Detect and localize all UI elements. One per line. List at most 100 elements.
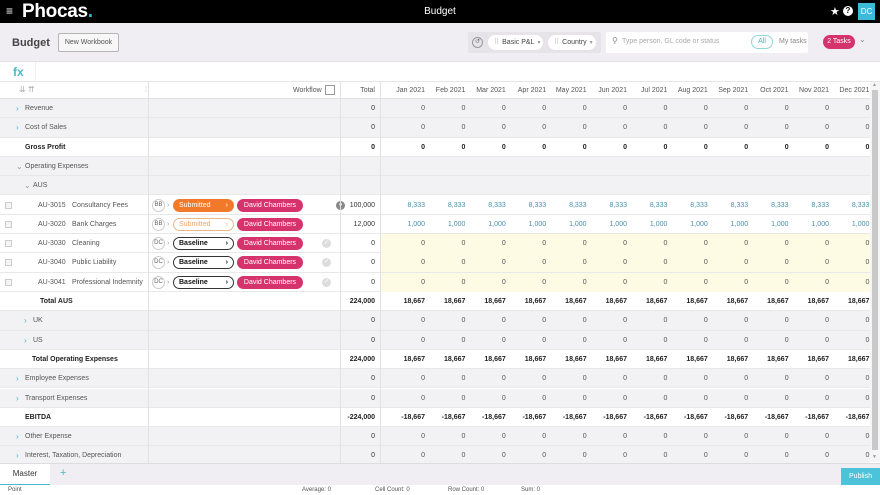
- month-cell[interactable]: 0: [825, 124, 829, 132]
- month-cell[interactable]: 8,333: [649, 201, 668, 209]
- month-cell[interactable]: 18,667: [686, 355, 708, 363]
- owner-pill[interactable]: David Chambers: [237, 198, 303, 212]
- check-circle-icon[interactable]: ✓: [322, 258, 331, 268]
- month-cell[interactable]: 18,667: [605, 298, 627, 305]
- month-cell[interactable]: 0: [784, 336, 789, 344]
- month-cell[interactable]: 0: [865, 240, 870, 248]
- month-cell[interactable]: 0: [501, 375, 506, 383]
- month-cell[interactable]: 0: [461, 105, 466, 112]
- month-cell[interactable]: 0: [582, 433, 587, 441]
- month-cell[interactable]: 0: [865, 105, 870, 112]
- month-cell[interactable]: 0: [623, 317, 627, 325]
- row-total[interactable]: 0: [371, 452, 375, 460]
- month-cell[interactable]: 1,000: [488, 220, 506, 228]
- month-cell[interactable]: 0: [825, 336, 829, 344]
- month-cell[interactable]: 18,667: [847, 298, 870, 305]
- month-cell[interactable]: 0: [501, 143, 506, 151]
- month-cell[interactable]: 0: [582, 105, 587, 112]
- month-cell[interactable]: 0: [784, 124, 789, 132]
- month-cell[interactable]: 0: [744, 452, 749, 460]
- table-row[interactable]: › Employee Expenses 0 0 0 0 0 0 0 0 0 0 0 0 0: [0, 369, 870, 389]
- month-cell[interactable]: 8,333: [851, 201, 870, 209]
- month-cell[interactable]: 18,667: [403, 298, 425, 305]
- month-cell[interactable]: 0: [784, 240, 789, 248]
- task-search[interactable]: ⚲ Type person, GL code or status All My …: [606, 32, 808, 53]
- month-cell[interactable]: 18,667: [767, 298, 789, 305]
- month-cell[interactable]: -18,667: [401, 413, 425, 421]
- month-cell[interactable]: 0: [744, 336, 749, 344]
- month-cell[interactable]: 18,667: [726, 298, 749, 305]
- month-cell[interactable]: 0: [542, 452, 547, 460]
- month-cell[interactable]: 0: [582, 259, 587, 267]
- month-cell[interactable]: 8,333: [730, 201, 749, 209]
- month-cell[interactable]: 0: [744, 375, 749, 383]
- month-cell[interactable]: 0: [421, 105, 425, 112]
- month-cell[interactable]: -18,667: [845, 413, 870, 421]
- month-cell[interactable]: 0: [744, 394, 749, 402]
- check-circle-icon[interactable]: ✓: [322, 277, 331, 287]
- month-cell[interactable]: 0: [744, 143, 749, 151]
- month-cell[interactable]: 0: [582, 375, 587, 383]
- month-cell[interactable]: 0: [542, 375, 547, 383]
- month-cell[interactable]: 0: [703, 375, 708, 383]
- tab-master[interactable]: Master: [0, 464, 50, 486]
- month-cell[interactable]: 0: [421, 124, 425, 132]
- month-cell[interactable]: 0: [865, 375, 870, 383]
- month-cell[interactable]: 0: [623, 336, 627, 344]
- month-cell[interactable]: -18,667: [522, 413, 547, 421]
- month-cell[interactable]: 0: [421, 278, 425, 286]
- month-cell[interactable]: 0: [623, 278, 627, 286]
- all-toggle[interactable]: All: [751, 35, 773, 49]
- month-cell[interactable]: 18,667: [524, 298, 547, 305]
- month-cell[interactable]: 0: [623, 105, 627, 112]
- month-cell[interactable]: 0: [421, 317, 425, 325]
- month-cell[interactable]: 18,667: [484, 355, 506, 363]
- month-cell[interactable]: 18,667: [565, 355, 587, 363]
- chevron-right-icon[interactable]: ›: [16, 123, 19, 133]
- owner-pill[interactable]: David Chambers: [237, 237, 303, 251]
- phocas-logo[interactable]: Phocas.: [22, 1, 93, 23]
- row-total[interactable]: 100,000: [349, 201, 375, 209]
- row-total[interactable]: 0: [371, 259, 375, 267]
- month-cell[interactable]: 0: [501, 433, 506, 441]
- month-cell[interactable]: 0: [421, 394, 425, 402]
- month-cell[interactable]: 18,667: [807, 298, 829, 305]
- table-row[interactable]: AU-3030 Cleaning DC › Baseline › David Chamber…: [0, 234, 870, 254]
- row-total[interactable]: 0: [371, 278, 375, 286]
- month-cell[interactable]: 0: [421, 433, 425, 441]
- table-row[interactable]: › UK 0 0 0 0 0 0 0 0 0 0 0 0 0: [0, 311, 870, 331]
- month-cell[interactable]: 0: [784, 259, 789, 267]
- row-checkbox[interactable]: [5, 220, 12, 228]
- month-cell[interactable]: 8,333: [407, 201, 425, 209]
- month-cell[interactable]: 0: [461, 240, 466, 248]
- month-cell[interactable]: 0: [703, 143, 708, 151]
- chevron-right-icon[interactable]: ›: [24, 316, 27, 326]
- month-cell[interactable]: 0: [623, 375, 627, 383]
- month-cell[interactable]: 0: [703, 124, 708, 132]
- month-cell[interactable]: 0: [663, 452, 668, 460]
- month-cell[interactable]: 0: [825, 240, 829, 248]
- month-cell[interactable]: 0: [421, 240, 425, 248]
- new-workbook-button[interactable]: New Workbook: [58, 33, 119, 52]
- month-cell[interactable]: 0: [461, 452, 466, 460]
- month-cell[interactable]: 0: [825, 278, 829, 286]
- table-row[interactable]: › Revenue 0 0 0 0 0 0 0 0 0 0 0 0 0: [0, 99, 870, 119]
- month-cell[interactable]: 8,333: [528, 201, 547, 209]
- month-cell[interactable]: 0: [663, 105, 668, 112]
- row-total[interactable]: 0: [371, 433, 375, 441]
- row-total[interactable]: 12,000: [353, 220, 375, 228]
- month-cell[interactable]: 18,667: [686, 298, 708, 305]
- month-cell[interactable]: 0: [501, 317, 506, 325]
- month-cell[interactable]: 0: [421, 336, 425, 344]
- month-cell[interactable]: 0: [865, 394, 870, 402]
- table-row[interactable]: AU-3015 Consultancy Fees BB › Submitted › Davi…: [0, 195, 870, 215]
- month-cell[interactable]: 0: [623, 394, 627, 402]
- month-cell[interactable]: 0: [461, 259, 466, 267]
- month-cell[interactable]: -18,667: [684, 413, 708, 421]
- tasks-badge[interactable]: 2 Tasks: [823, 35, 855, 49]
- month-cell[interactable]: 0: [421, 259, 425, 267]
- month-cell[interactable]: 0: [825, 452, 829, 460]
- month-cell[interactable]: 0: [461, 433, 466, 441]
- month-cell[interactable]: 0: [784, 433, 789, 441]
